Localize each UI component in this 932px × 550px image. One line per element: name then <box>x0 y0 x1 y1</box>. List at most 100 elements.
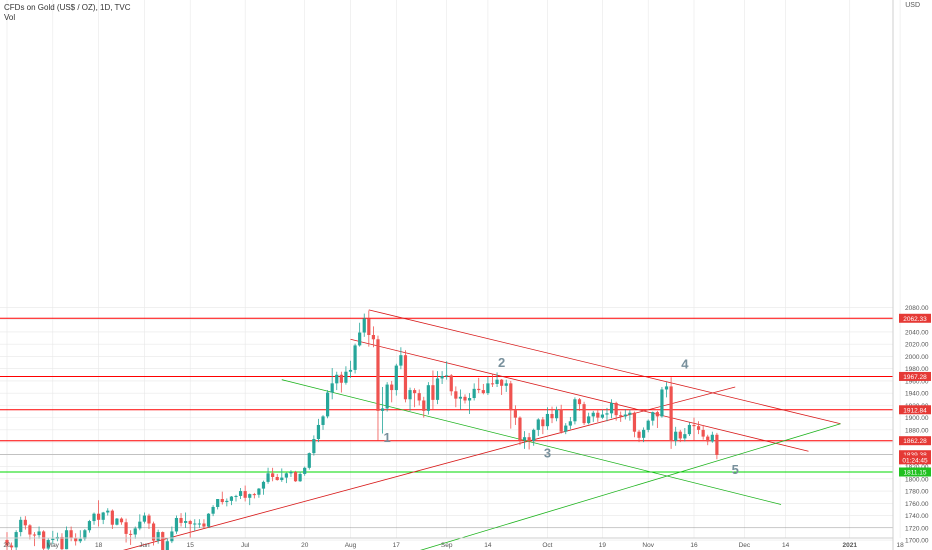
candle-body <box>587 416 591 424</box>
candle-body <box>467 398 472 401</box>
time-axis-label: 14 <box>782 542 790 549</box>
candle-body <box>74 538 78 542</box>
candle-body <box>669 386 673 441</box>
candle-body <box>23 519 27 526</box>
candle-body <box>399 355 403 366</box>
candle-body <box>243 491 247 498</box>
candle-body <box>238 491 243 496</box>
candle-body <box>289 472 293 474</box>
candle-body <box>348 369 353 372</box>
candle-body <box>518 417 522 441</box>
candle-body <box>490 383 495 385</box>
time-axis-label: 15 <box>187 542 195 549</box>
candle-body <box>600 414 604 418</box>
time-axis-label: 17 <box>393 542 401 549</box>
candle-body <box>170 531 174 542</box>
candle-body <box>678 431 682 439</box>
price-tag-value: 1967.28 <box>903 374 927 381</box>
candle-body <box>188 521 192 525</box>
candle-body <box>19 519 23 533</box>
candle-body <box>509 383 513 411</box>
candle-body <box>298 473 302 482</box>
wave-label-3: 3 <box>544 445 551 460</box>
candle-body <box>660 389 664 417</box>
candle-body <box>605 413 609 415</box>
candle-body <box>454 391 458 399</box>
candle-body <box>619 415 623 417</box>
wave-label-4: 4 <box>681 357 689 372</box>
candle-body <box>426 385 430 411</box>
candle-body <box>527 437 531 441</box>
candle-body <box>37 531 41 536</box>
candle-body <box>248 494 252 498</box>
candle-body <box>353 345 357 370</box>
candle-body <box>380 408 385 411</box>
candle-body <box>449 375 453 392</box>
time-axis-label: 19 <box>599 542 607 549</box>
candle-body <box>495 379 499 384</box>
candle-body <box>234 495 238 497</box>
candle-body <box>417 393 421 401</box>
price-tag <box>899 371 931 381</box>
candle-body <box>330 383 334 393</box>
candle-body <box>51 538 55 541</box>
wave-label-1: 1 <box>384 430 391 445</box>
price-axis-label: 1880.00 <box>905 427 929 434</box>
candle-body <box>5 540 9 546</box>
price-axis-label: 2040.00 <box>905 329 929 336</box>
candle-body <box>706 436 710 442</box>
candle-body <box>500 379 504 386</box>
time-axis-label: Dec <box>739 542 751 549</box>
candle-body <box>174 517 179 532</box>
candle-body <box>394 365 398 391</box>
price-axis-label: 1800.00 <box>905 476 929 483</box>
candle-body <box>655 412 659 417</box>
candle-body <box>440 376 444 379</box>
price-tag <box>899 467 931 477</box>
price-tag-value: 1811.15 <box>903 469 926 476</box>
candle-body <box>664 386 669 390</box>
candle-body <box>692 424 696 427</box>
candle-body <box>101 512 105 520</box>
candle-body <box>367 318 371 335</box>
candle-body <box>445 375 449 377</box>
time-axis-label: 16 <box>690 542 698 549</box>
candle-body <box>564 425 568 432</box>
price-axis-label: 1740.00 <box>905 513 929 520</box>
candle-body <box>339 374 343 383</box>
candle-body <box>312 439 316 454</box>
candle-body <box>202 523 206 527</box>
candle-body <box>532 429 536 441</box>
candle-body <box>14 532 18 548</box>
candle-body <box>32 534 37 536</box>
candle-body <box>225 500 229 503</box>
candle-body <box>211 506 215 514</box>
candle-body <box>142 515 146 522</box>
time-axis-label: Jun <box>139 542 150 549</box>
candle-body <box>486 383 490 394</box>
candle-body <box>504 383 508 386</box>
candle-body <box>216 499 220 507</box>
candle-body <box>591 412 595 417</box>
candle-body <box>637 431 641 438</box>
candle-body <box>559 409 563 432</box>
candle-body <box>522 437 527 441</box>
price-axis-label: 2020.00 <box>905 342 929 349</box>
volume-label: Vol <box>4 13 16 22</box>
candle-body <box>97 513 101 520</box>
candle-body <box>582 404 586 424</box>
currency-label: USD <box>905 2 920 9</box>
candle-body <box>129 533 133 535</box>
candle-body <box>632 412 637 432</box>
candle-body <box>596 412 600 418</box>
price-axis-label: 2000.00 <box>905 354 929 361</box>
symbol-title: CFDs on Gold (US$ / OZ), 1D, TVC <box>4 3 131 12</box>
time-axis-label: 18 <box>896 542 904 549</box>
candle-body <box>284 473 288 478</box>
candle-body <box>683 434 687 439</box>
candle-body <box>78 538 82 542</box>
candle-body <box>568 421 572 426</box>
candle-body <box>408 390 412 400</box>
time-axis-label: 20 <box>3 542 11 549</box>
